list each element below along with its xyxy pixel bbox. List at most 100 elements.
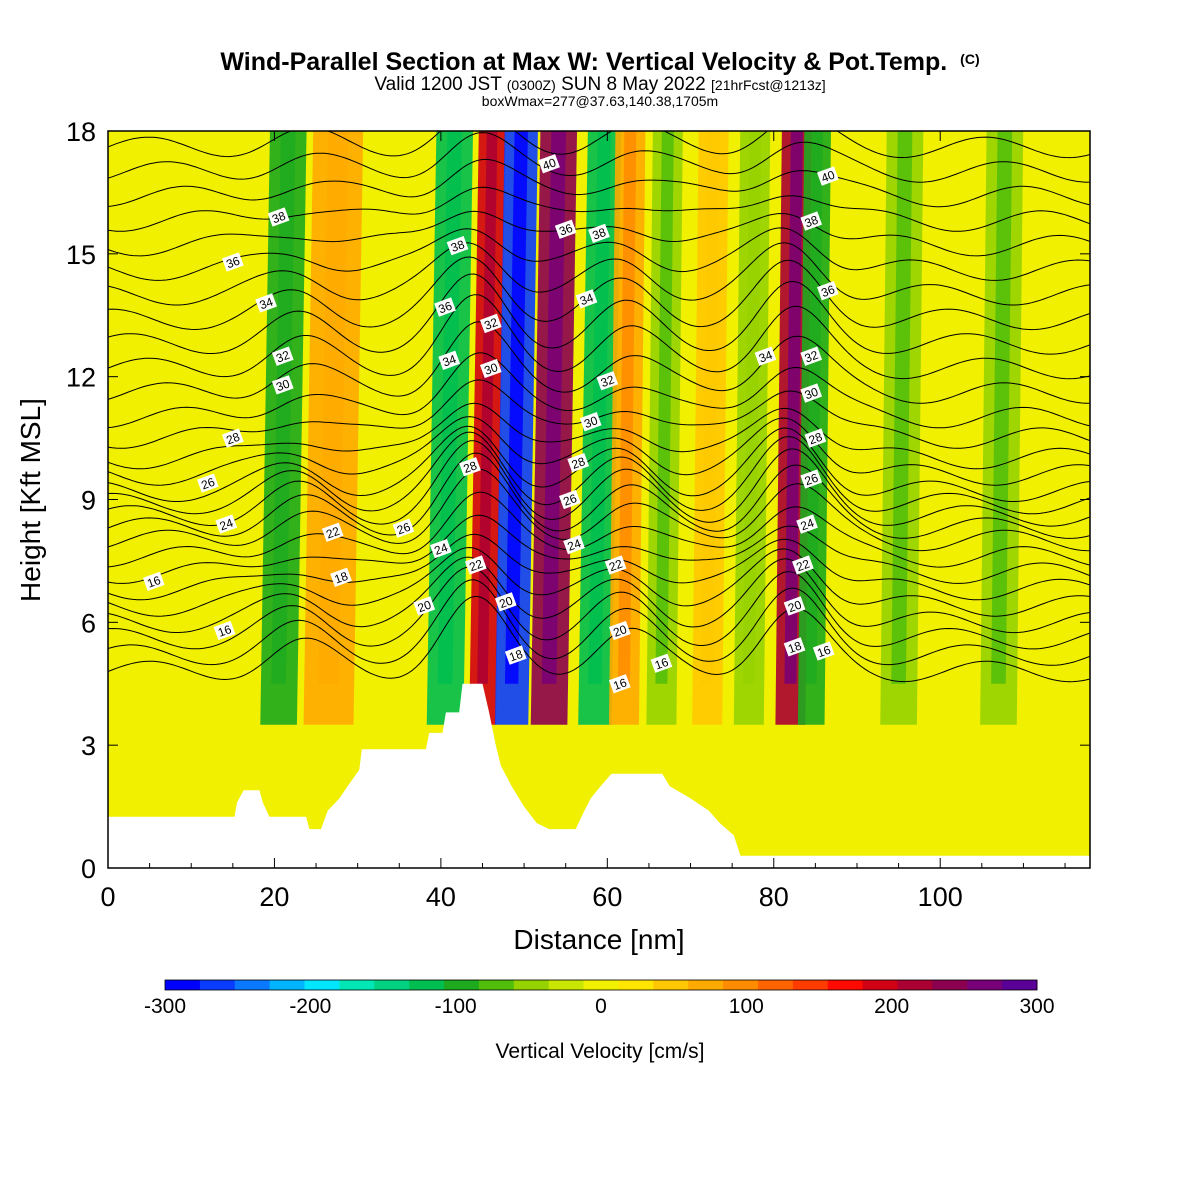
chart-title: Wind-Parallel Section at Max W: Vertical… xyxy=(220,48,979,76)
colorbar-tick-label: 300 xyxy=(1019,995,1054,1018)
colorbar-swatch xyxy=(618,980,654,990)
velocity-band-core xyxy=(617,131,637,684)
chart-subtitle: Valid 1200 JST (0300Z) SUN 8 May 2022 [2… xyxy=(374,74,825,95)
colorbar-swatch xyxy=(304,980,340,990)
contour-label: 30 xyxy=(579,412,602,432)
colorbar-swatch xyxy=(932,980,968,990)
svg-text:38: 38 xyxy=(449,237,467,255)
y-tick-label: 12 xyxy=(66,363,96,393)
theta-contour-line xyxy=(108,514,1090,584)
svg-text:22: 22 xyxy=(794,557,812,575)
theta-contour-line xyxy=(108,273,1090,355)
colorbar-swatch xyxy=(199,980,236,990)
svg-text:20: 20 xyxy=(786,597,804,615)
contour-label: 34 xyxy=(438,350,461,370)
theta-contour-line xyxy=(108,579,1090,666)
svg-text:36: 36 xyxy=(437,299,455,317)
svg-text:16: 16 xyxy=(145,573,163,591)
chart-subtitle-2: boxWmax=277@37.63,140.38,1705m xyxy=(482,93,718,109)
theta-contour-line xyxy=(108,468,1090,552)
svg-text:20: 20 xyxy=(497,593,515,611)
colorbar-swatch xyxy=(653,980,689,990)
x-tick-label: 0 xyxy=(100,882,115,912)
svg-text:22: 22 xyxy=(324,524,342,542)
colorbar-tick-label: 100 xyxy=(729,995,764,1018)
colorbar-swatch xyxy=(339,980,375,990)
contour-label: 20 xyxy=(783,596,806,616)
svg-text:34: 34 xyxy=(578,290,596,308)
colorbar-swatch xyxy=(862,980,898,990)
contour-label: 26 xyxy=(392,518,415,538)
x-axis: 0 20 40 60 80 100 xyxy=(100,131,1066,912)
colorbar-frame xyxy=(164,979,1038,991)
theta-contour-line xyxy=(108,533,1090,601)
colorbar-swatch xyxy=(478,980,515,990)
velocity-band-core xyxy=(891,131,913,684)
svg-text:22: 22 xyxy=(467,557,485,575)
svg-text:36: 36 xyxy=(819,282,837,300)
contour-label: 38 xyxy=(800,211,823,231)
contour-label: 26 xyxy=(197,473,219,493)
contour-label: 28 xyxy=(221,428,244,448)
colorbar-swatch xyxy=(548,980,585,990)
contour-label: 32 xyxy=(596,371,619,391)
velocity-band-core xyxy=(588,131,612,684)
contour-label: 34 xyxy=(754,346,777,366)
theta-contour-line xyxy=(108,440,1090,527)
theta-contour-line xyxy=(108,425,1090,502)
y-tick-label: 0 xyxy=(81,854,96,884)
contour-label: 32 xyxy=(479,313,502,334)
colorbar-tick-label: 200 xyxy=(874,995,909,1018)
svg-text:28: 28 xyxy=(570,454,588,472)
contour-label: 38 xyxy=(267,207,290,227)
contour-label: 22 xyxy=(604,555,627,575)
svg-text:18: 18 xyxy=(786,638,804,656)
svg-text:34: 34 xyxy=(441,352,459,370)
contour-label: 16 xyxy=(142,571,165,592)
velocity-band-core xyxy=(271,131,296,684)
colorbar-swatch xyxy=(374,980,410,990)
contour-label: 28 xyxy=(567,452,590,473)
contour-label: 18 xyxy=(783,637,806,657)
velocity-band-core xyxy=(991,131,1013,684)
velocity-band-core xyxy=(318,131,349,684)
theta-contour-line xyxy=(108,566,1090,650)
y-tick-label: 3 xyxy=(81,731,96,761)
svg-text:32: 32 xyxy=(482,315,500,333)
svg-text:26: 26 xyxy=(199,475,217,493)
svg-text:26: 26 xyxy=(803,471,821,489)
contour-label: 28 xyxy=(459,457,481,477)
svg-text:36: 36 xyxy=(557,221,575,239)
svg-text:24: 24 xyxy=(566,536,584,554)
svg-text:32: 32 xyxy=(803,348,821,366)
theta-contours xyxy=(108,131,1090,683)
theta-contour-line xyxy=(108,402,1090,470)
svg-text:24: 24 xyxy=(218,516,236,534)
copyright-mark: (C) xyxy=(960,51,979,67)
y-tick-label: 15 xyxy=(66,240,96,270)
x-tick-label: 80 xyxy=(759,882,789,912)
contour-label: 26 xyxy=(559,489,581,510)
colorbar-tick-label: 0 xyxy=(595,995,607,1018)
colorbar-swatch xyxy=(583,980,619,990)
svg-text:36: 36 xyxy=(224,254,242,272)
svg-text:24: 24 xyxy=(799,516,817,534)
contour-label: 38 xyxy=(446,235,469,256)
svg-text:28: 28 xyxy=(807,430,825,448)
svg-text:18: 18 xyxy=(333,569,351,587)
colorbar-tick-label: -100 xyxy=(435,995,477,1018)
svg-text:20: 20 xyxy=(416,597,434,615)
velocity-band-core xyxy=(504,131,528,684)
svg-text:32: 32 xyxy=(599,372,617,390)
svg-text:30: 30 xyxy=(803,385,821,403)
y-tick-label: 9 xyxy=(81,486,96,516)
svg-text:30: 30 xyxy=(582,413,600,431)
contour-label: 38 xyxy=(588,223,610,244)
svg-text:16: 16 xyxy=(815,642,833,660)
theta-contour-line xyxy=(108,132,1090,183)
svg-text:18: 18 xyxy=(507,647,525,665)
y-axis: 0 36 9 12 15 18 xyxy=(66,117,1090,884)
svg-text:20: 20 xyxy=(611,622,629,640)
colorbar-swatch xyxy=(688,980,724,990)
contour-label: 16 xyxy=(213,620,236,641)
